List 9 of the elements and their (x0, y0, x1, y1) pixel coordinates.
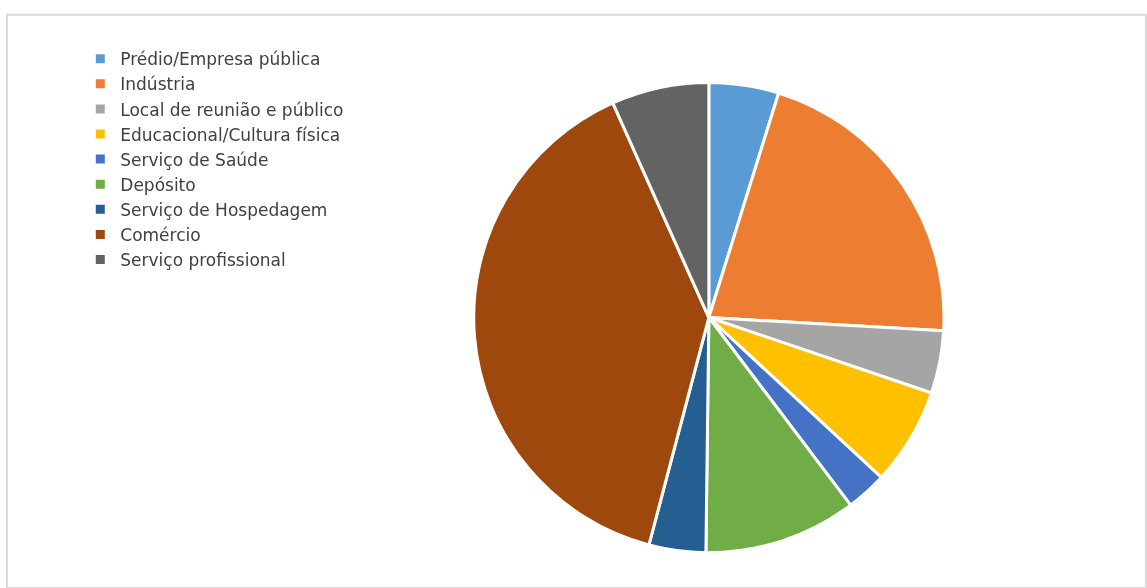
legend-label: Serviço de Saúde (120, 149, 269, 170)
legend-label: Serviço de Hospedagem (120, 199, 328, 220)
legend-label: Serviço profissional (120, 250, 286, 271)
legend-label: Comércio (120, 225, 201, 246)
legend-label: Indústria (120, 74, 196, 95)
legend-label: Depósito (120, 174, 196, 195)
legend-label: Educacional/Cultura física (120, 124, 341, 145)
legend-label: Local de reunião e público (120, 99, 344, 120)
legend-label: Prédio/Empresa pública (120, 49, 321, 70)
